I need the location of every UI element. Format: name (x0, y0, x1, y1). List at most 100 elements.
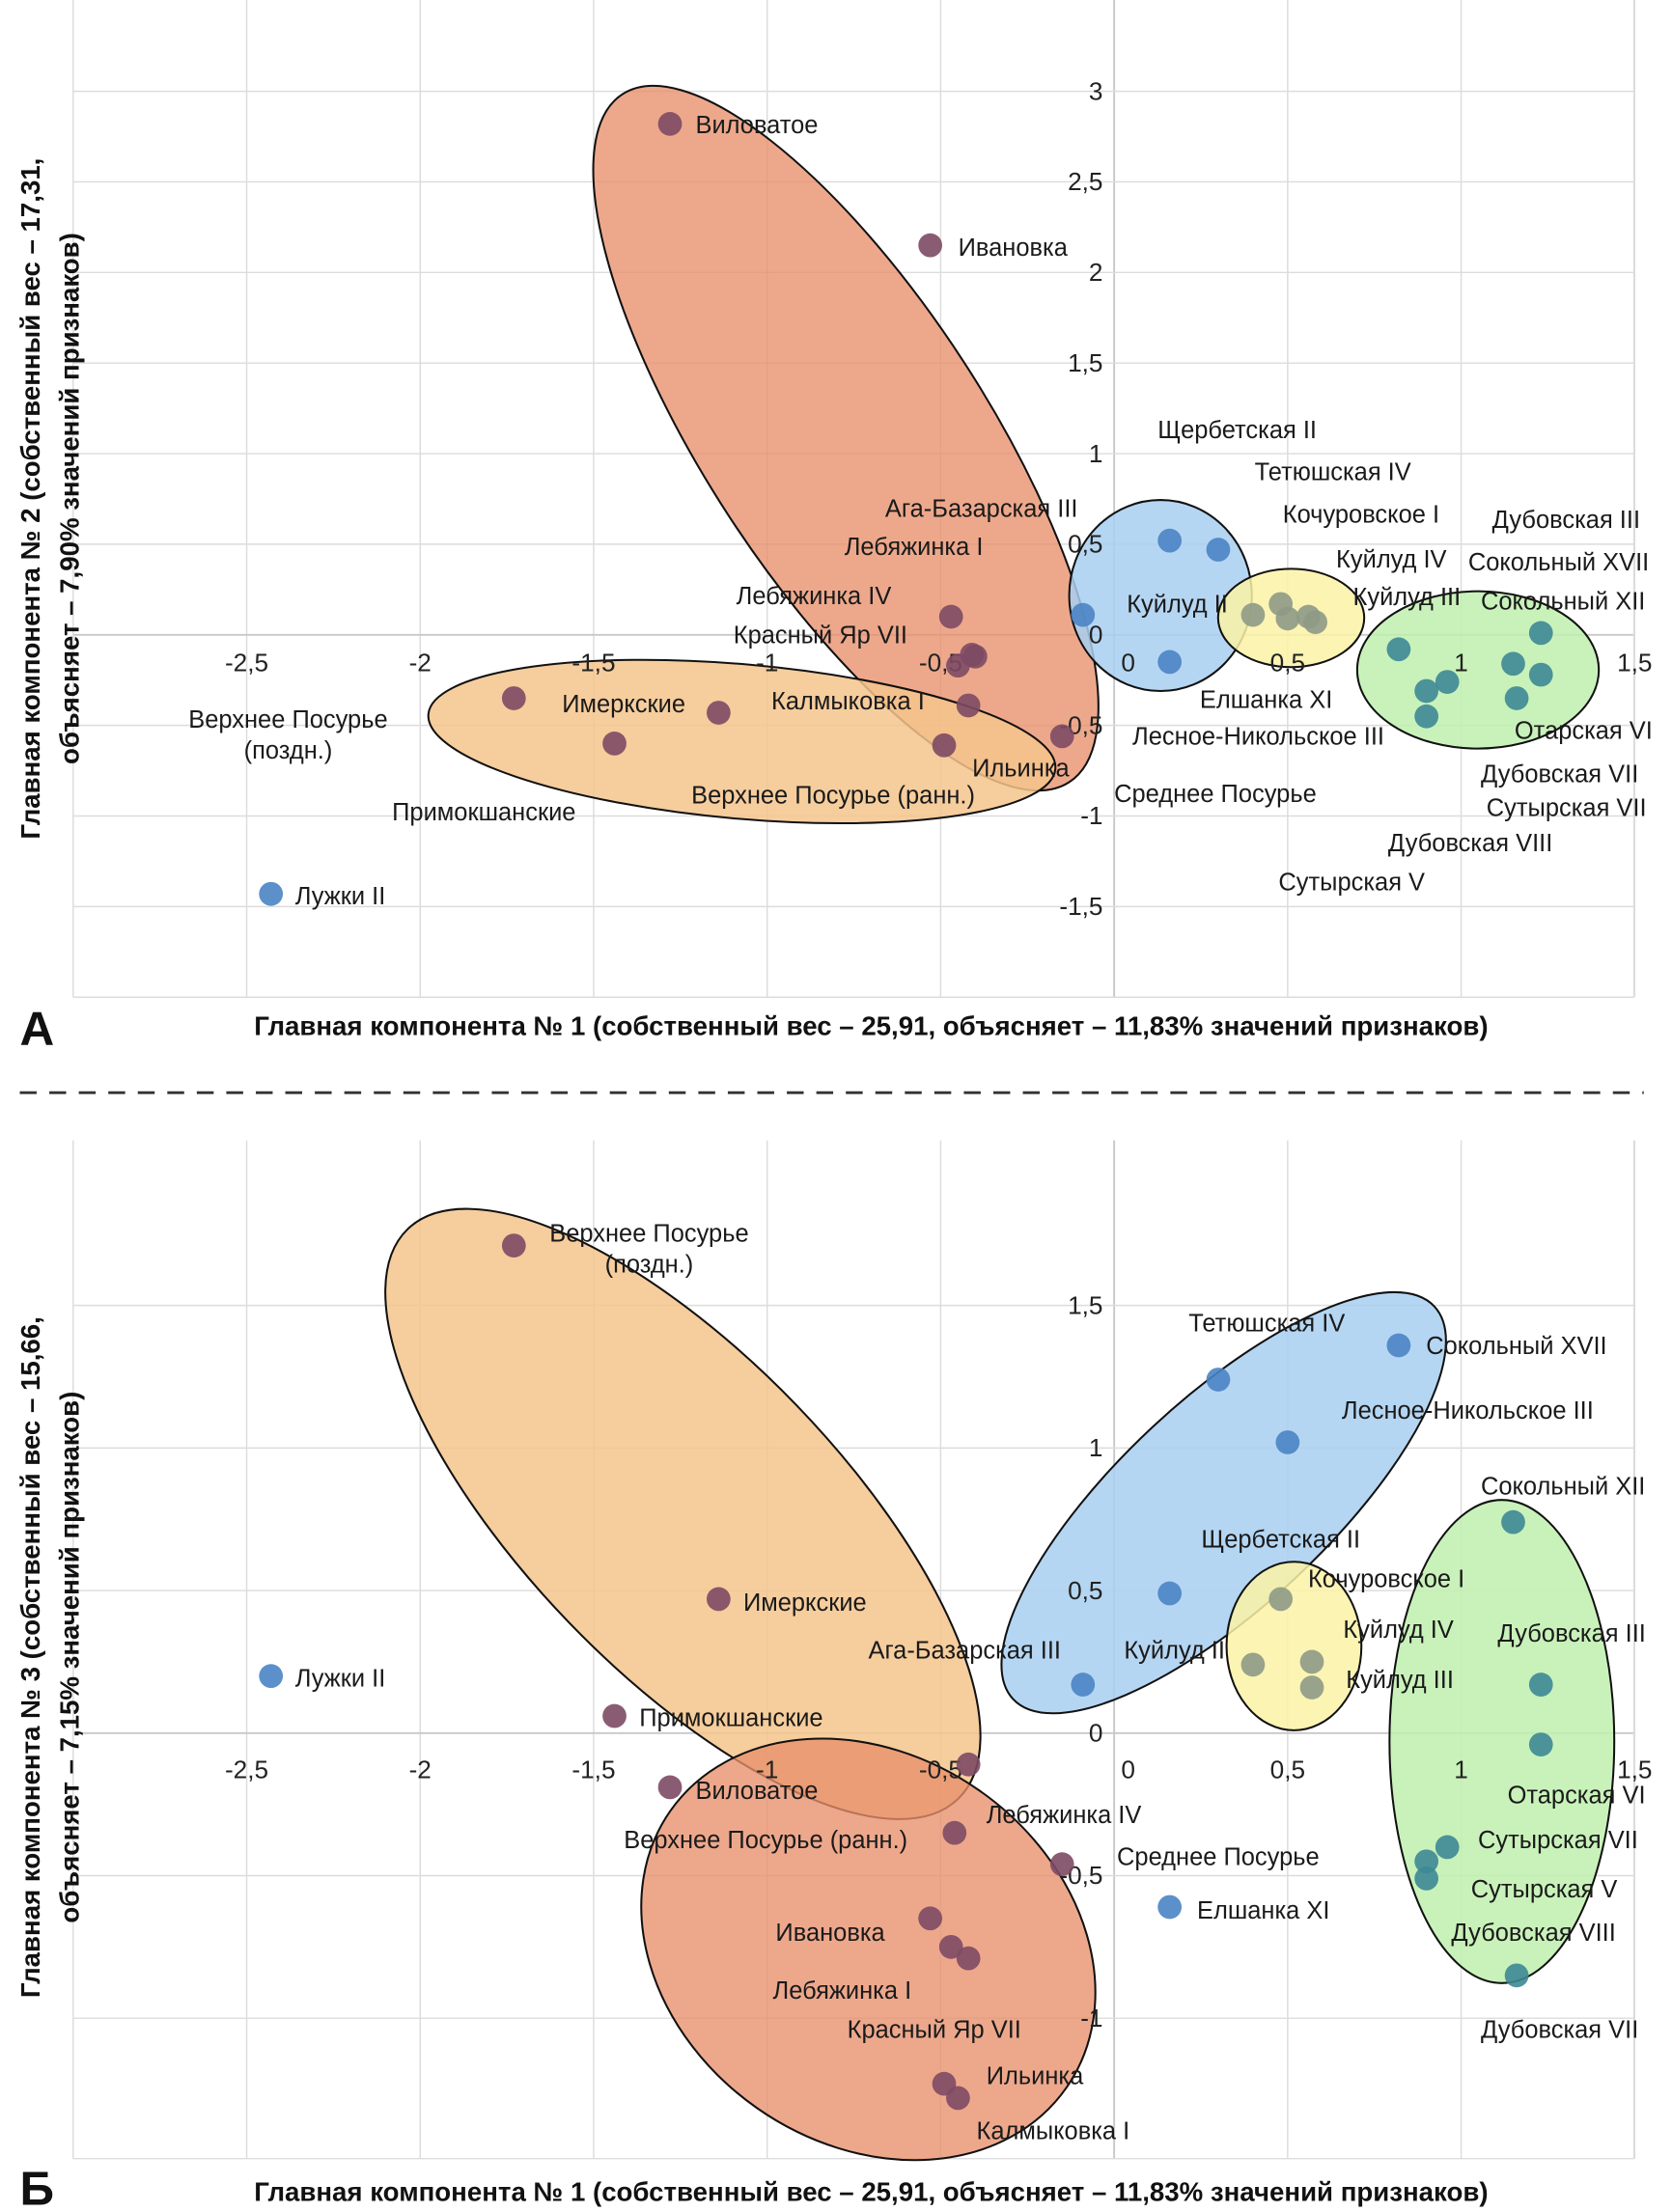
y-tick-label: 2,5 (1068, 167, 1102, 196)
data-point (938, 604, 963, 629)
x-tick-label: -2 (409, 649, 432, 677)
x-tick-label: -2 (409, 1755, 432, 1783)
data-point (259, 1664, 284, 1689)
data-point (1049, 724, 1074, 749)
point-label: Красный Яр VII (848, 2017, 1021, 2044)
y-axis-title: Главная компонента № 2 (собственный вес … (15, 158, 45, 840)
panel-letter: Б (20, 2163, 55, 2212)
data-point (1157, 1894, 1183, 1920)
data-point (918, 1906, 943, 1931)
data-point (657, 1775, 683, 1800)
x-tick-label: -1 (756, 1755, 778, 1783)
point-label: Сутырская VII (1487, 794, 1647, 821)
point-label: Верхнее Посурье (поздн.) (188, 706, 387, 764)
point-label-line: Верхнее Посурье (188, 706, 387, 733)
x-tick-label: 0 (1121, 649, 1135, 677)
y-tick-label: 1 (1089, 439, 1103, 468)
point-label: Куйлуд III (1353, 584, 1462, 611)
point-label: Верхнее Посурье (ранн.) (691, 782, 975, 809)
point-label: Ага-Базарская III (885, 496, 1078, 523)
y-axis-title: объясняет – 7,15% значений признаков) (55, 1392, 85, 1923)
data-point (1528, 662, 1553, 687)
point-label: Куйлуд IV (1343, 1617, 1453, 1644)
data-point (1157, 650, 1183, 675)
data-point (1504, 686, 1529, 710)
point-label-line: (поздн.) (605, 1251, 694, 1278)
point-label: Примокшанские (639, 1704, 822, 1731)
data-point (1414, 704, 1439, 729)
point-label: Лебяжинка IV (987, 1802, 1142, 1829)
data-point (956, 1946, 981, 1971)
point-label: Дубовская VIII (1388, 830, 1552, 857)
data-point (602, 732, 627, 756)
point-label: Лесное-Никольское III (1132, 723, 1384, 750)
x-tick-label: 0,5 (1270, 1755, 1305, 1783)
point-label: Дубовская III (1492, 507, 1640, 534)
point-label: Щербетская II (1157, 417, 1317, 444)
data-point (1275, 1430, 1300, 1454)
point-label: Среднее Посурье (1114, 781, 1317, 808)
y-tick-label: 2 (1089, 258, 1103, 287)
data-point (707, 701, 731, 725)
data-point (946, 653, 970, 678)
data-point (1501, 1509, 1525, 1535)
data-point (1435, 670, 1460, 694)
data-point (938, 1934, 963, 1959)
point-label: Отарская VI (1515, 717, 1653, 744)
data-point (1414, 678, 1439, 704)
cluster-ellipse-green (1388, 1499, 1616, 1984)
point-label: Сутырская VII (1478, 1827, 1638, 1854)
data-point (918, 233, 943, 258)
data-point (602, 1703, 627, 1728)
data-point (1275, 606, 1300, 631)
data-point (1157, 528, 1183, 553)
point-label: Лебяжинка I (845, 534, 984, 561)
point-label: Елшанка XI (1197, 1897, 1329, 1924)
y-tick-label: 1 (1089, 1433, 1103, 1462)
cluster-ellipse-red (592, 84, 1100, 792)
y-tick-label: -1,5 (1059, 892, 1102, 921)
point-label-line: Верхнее Посурье (549, 1220, 748, 1247)
data-point (1157, 1581, 1183, 1606)
point-label-line: (поздн.) (244, 737, 333, 764)
x-tick-label: 1 (1454, 1755, 1468, 1783)
point-label: Куйлуд II (1127, 591, 1228, 618)
data-point (1501, 651, 1525, 677)
y-tick-label: 0,5 (1068, 1576, 1102, 1605)
point-label: Лужки II (295, 1666, 386, 1693)
point-label: Среднее Посурье (1117, 1844, 1320, 1871)
y-tick-label: 0 (1089, 1718, 1103, 1747)
y-tick-label: 1,5 (1068, 348, 1102, 377)
point-label: Кочуровское I (1283, 501, 1439, 528)
point-label: Примокшанские (392, 799, 575, 826)
point-label: Ивановка (775, 1920, 885, 1947)
point-label: Елшанка XI (1200, 686, 1332, 713)
point-label: Ильинка (987, 2063, 1084, 2090)
data-point (1414, 1866, 1439, 1891)
point-label: Ага-Базарская III (868, 1638, 1061, 1665)
point-label: Калмыковка I (771, 688, 925, 715)
x-tick-label: 1,5 (1617, 649, 1652, 677)
data-point (501, 1233, 526, 1258)
data-point (1071, 1673, 1096, 1697)
point-label: Верхнее Посурье (поздн.) (549, 1220, 748, 1278)
point-label: Лебяжинка IV (737, 583, 892, 610)
y-axis-title: Главная компонента № 3 (собственный вес … (15, 1316, 45, 1998)
point-label: Виловатое (695, 1778, 818, 1805)
data-point (1386, 637, 1411, 662)
point-label: Сокольный XII (1481, 589, 1645, 616)
data-point (1240, 1652, 1266, 1677)
data-point (932, 733, 957, 758)
point-label: Лесное-Никольское III (1342, 1397, 1594, 1424)
point-label: Сокольный XII (1481, 1473, 1645, 1500)
data-point (1240, 602, 1266, 627)
data-point (657, 112, 683, 136)
point-label: Дубовская VII (1481, 761, 1638, 788)
x-tick-label: 0 (1121, 1755, 1135, 1783)
point-label: Отарская VI (1508, 1783, 1646, 1810)
data-point (946, 2086, 970, 2111)
data-point (1206, 538, 1231, 562)
data-point (501, 686, 526, 710)
data-point (956, 1752, 981, 1777)
y-tick-label: 3 (1089, 76, 1103, 105)
